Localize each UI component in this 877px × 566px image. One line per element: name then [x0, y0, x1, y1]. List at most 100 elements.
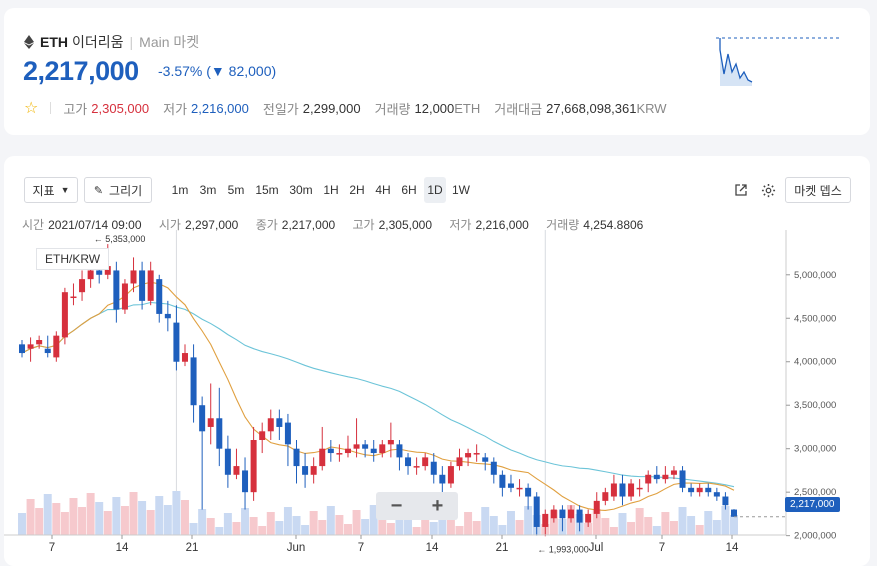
candle-body [482, 457, 489, 462]
pencil-icon: ✎ [93, 184, 104, 197]
timeframe-2H[interactable]: 2H [349, 183, 365, 197]
draw-button[interactable]: ✎ 그리기 [84, 177, 152, 203]
volume-bar [35, 508, 44, 535]
candle-body [413, 466, 420, 468]
volume-bar [26, 499, 35, 535]
price-change: -3.57% (▼ 82,000) [158, 63, 277, 79]
volume-bar [343, 524, 352, 535]
candle-body [139, 270, 146, 301]
candle-body [284, 422, 291, 445]
candle-body [61, 292, 68, 338]
volume-bar [378, 514, 387, 535]
y-tick-label: 3,000,000 [794, 444, 836, 455]
favorite-star-icon[interactable]: ☆ [24, 100, 39, 117]
candle-body [53, 335, 60, 358]
change-amount: 82,000 [228, 63, 272, 79]
zoom-controls: − + [376, 492, 458, 520]
candle-body [447, 466, 454, 484]
info-time-value: 2021/07/14 09:00 [48, 218, 142, 232]
volume-bar [395, 509, 404, 535]
volume-bar [198, 509, 207, 535]
info-low-label: 저가 [449, 218, 472, 232]
info-time-label: 시간 [22, 218, 45, 232]
info-close-value: 2,217,000 [281, 218, 336, 232]
zoom-in-button[interactable]: + [431, 494, 444, 517]
x-tick-label: 7 [49, 542, 55, 554]
volume-bar [120, 506, 129, 535]
volume-bar [43, 494, 52, 535]
volume-bar [180, 500, 189, 535]
prev-close-label: 전일가 [262, 101, 299, 117]
candle-body [559, 509, 566, 519]
info-low-value: 2,216,000 [475, 218, 529, 232]
candle-body [233, 466, 240, 475]
moving-average-long [21, 301, 735, 488]
title-divider: | [129, 34, 134, 50]
timeframe-1H[interactable]: 1H [323, 183, 339, 197]
timeframe-4H[interactable]: 4H [375, 183, 391, 197]
timeframe-30m[interactable]: 30m [289, 183, 313, 197]
candle-body [70, 296, 77, 299]
candle-body [670, 470, 677, 475]
candle-body [679, 470, 686, 488]
ticker-name: 이더리움 [72, 34, 124, 50]
info-volume-label: 거래량 [546, 218, 580, 232]
amount-value: 27,668,098,361 [546, 100, 637, 116]
candle-body [173, 322, 180, 362]
market-depth-button[interactable]: 마켓 뎁스 [785, 177, 851, 203]
volume-bar [386, 523, 395, 535]
info-open-label: 시가 [158, 218, 181, 232]
volume-bar [704, 511, 713, 535]
candle-body [696, 487, 703, 493]
timeframe-3m[interactable]: 3m [199, 183, 217, 197]
candle-body [250, 440, 257, 493]
settings-gear-icon[interactable] [757, 177, 779, 203]
candle-body [207, 418, 214, 427]
candlestick-chart[interactable]: 5,000,000 4,500,000 4,000,000 3,500,000 3,00… [4, 230, 870, 566]
candle-body [27, 344, 34, 349]
volume-bar [404, 518, 413, 535]
timeframe-6H[interactable]: 6H [401, 183, 417, 197]
zoom-out-button[interactable]: − [390, 494, 403, 517]
candle-body [628, 483, 635, 497]
x-tick-label: 14 [426, 542, 439, 554]
ethereum-icon [24, 35, 34, 49]
candle-body [430, 461, 437, 475]
volume-unit: ETH [454, 100, 481, 116]
volume-bar [489, 516, 498, 535]
popout-icon[interactable] [730, 177, 752, 203]
candle-body [242, 470, 249, 493]
ticker-summary-card: ETH 이더리움 | Main 마켓 2,217,000 -3.57% (▼ 8… [4, 8, 870, 135]
volume-bar [661, 512, 670, 535]
volume-bar [635, 508, 644, 535]
volume-bar [129, 492, 138, 535]
y-tick-label: 2,500,000 [794, 487, 836, 498]
timeframe-5m[interactable]: 5m [227, 183, 245, 197]
volume-bar [506, 511, 515, 535]
indicator-button[interactable]: 지표 ▼ [24, 177, 78, 203]
volume-bar [652, 526, 661, 535]
candle-body [379, 444, 386, 454]
high-label: 고가 [63, 101, 88, 117]
candle-body [705, 487, 712, 493]
volume-bar [103, 511, 112, 535]
candle-body [319, 448, 326, 467]
timeframe-1W[interactable]: 1W [452, 183, 470, 197]
candle-body [653, 474, 660, 480]
ticker-symbol: ETH [40, 34, 68, 50]
current-price: 2,217,000 [23, 56, 139, 86]
volume-bar [678, 507, 687, 535]
candle-body [96, 270, 103, 275]
candle-body [199, 405, 206, 432]
volume-bar [138, 501, 147, 535]
volume-bar [163, 505, 172, 535]
candle-body [44, 348, 51, 354]
candle-body [79, 279, 86, 293]
timeframe-1D[interactable]: 1D [424, 177, 446, 203]
candle-body [688, 487, 695, 493]
timeframe-1m[interactable]: 1m [171, 183, 189, 197]
timeframe-15m[interactable]: 15m [255, 183, 279, 197]
candle-body [276, 418, 283, 427]
candle-body [104, 266, 111, 275]
volume-bar [695, 525, 704, 535]
